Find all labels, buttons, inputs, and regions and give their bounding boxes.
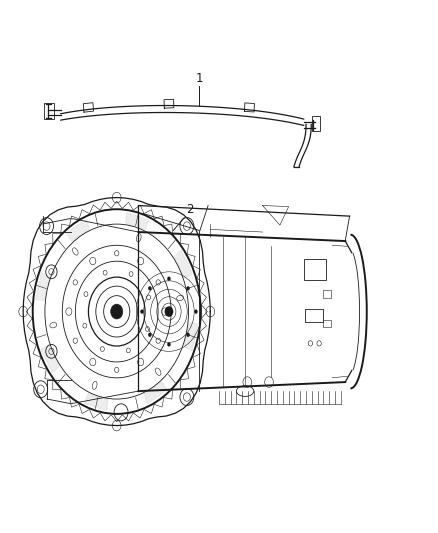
Polygon shape [144, 382, 167, 404]
Text: 2: 2 [186, 203, 193, 216]
Polygon shape [35, 272, 49, 301]
Circle shape [167, 342, 171, 346]
Polygon shape [184, 322, 198, 351]
Text: 1: 1 [196, 71, 203, 85]
Polygon shape [85, 393, 108, 410]
Polygon shape [126, 213, 148, 230]
Polygon shape [41, 345, 59, 373]
Circle shape [148, 333, 152, 337]
Circle shape [186, 333, 190, 337]
Circle shape [194, 310, 198, 314]
Polygon shape [66, 219, 89, 241]
Circle shape [165, 306, 173, 317]
Polygon shape [174, 250, 193, 278]
Circle shape [148, 286, 152, 290]
Circle shape [167, 277, 171, 281]
Circle shape [186, 286, 190, 290]
Circle shape [111, 304, 123, 319]
Circle shape [140, 310, 144, 314]
